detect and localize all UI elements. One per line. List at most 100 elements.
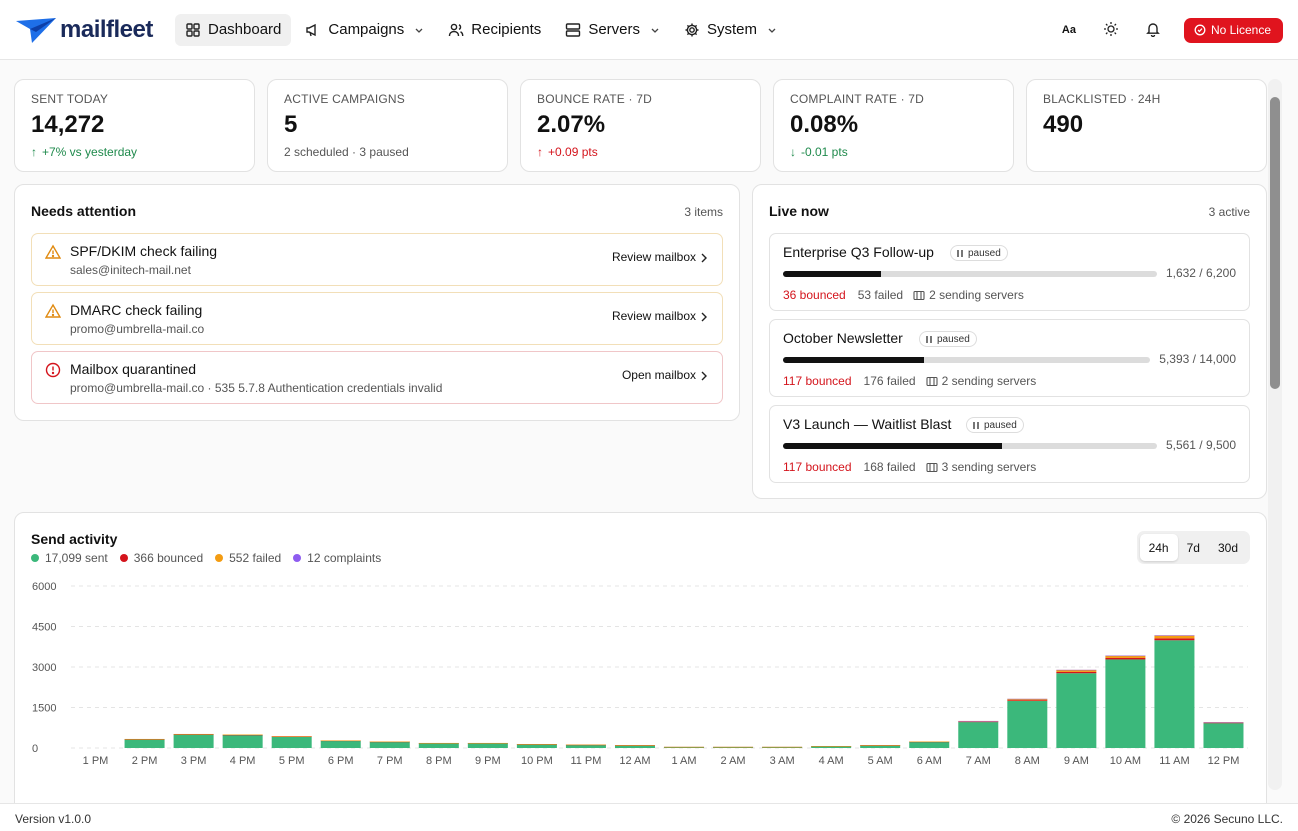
- send-activity-chart: 6000 4500 3000 1500 0 1 PM 2 PM 3 PM 4 PM 5 PM 6 P…: [32, 581, 1248, 767]
- review-mailbox-link[interactable]: Review mailbox: [611, 309, 696, 323]
- main-nav: Dashboard Campaigns Recipients Servers S…: [175, 13, 791, 46]
- bounced-count: 117 bounced: [783, 460, 852, 474]
- x-tick-label: 6 AM: [917, 755, 942, 767]
- warning-icon: [44, 303, 62, 322]
- bar-complaints: [1007, 698, 1048, 700]
- bar-sent: [467, 743, 508, 748]
- scrollbar-thumb[interactable]: [1270, 97, 1280, 389]
- bar-failed: [713, 746, 754, 748]
- bar-failed: [614, 745, 655, 746]
- y-tick-label: 4500: [32, 622, 56, 634]
- bar-failed: [1105, 655, 1146, 658]
- live-campaign[interactable]: V3 Launch — Waitlist Blast paused 5,561 …: [769, 405, 1250, 483]
- bounced-count: 117 bounced: [783, 374, 852, 388]
- arrow-up-icon: ↑: [537, 145, 543, 159]
- page-footer: Version v1.0.0 © 2026 Secuno LLC.: [0, 803, 1298, 831]
- failed-count: 176 failed: [863, 374, 916, 388]
- page-scrollbar[interactable]: [1268, 79, 1282, 790]
- stat-value: 490: [1043, 111, 1084, 138]
- range-30d[interactable]: 30d: [1217, 540, 1238, 555]
- nav-servers-label: Servers: [588, 21, 640, 38]
- stat-sub: ↑ +7% vs yesterday: [31, 145, 137, 159]
- x-tick-label: 5 AM: [868, 755, 893, 767]
- progress-bar: [783, 443, 1157, 449]
- font-size-toggle[interactable]: Aa: [1061, 24, 1076, 36]
- stat-sub: ↑ +0.09 pts: [537, 145, 598, 159]
- nav-servers[interactable]: Servers: [555, 14, 670, 46]
- live-campaign[interactable]: October Newsletter paused 5,393 / 14,000…: [769, 319, 1250, 397]
- bar-sent: [664, 746, 705, 748]
- y-tick-label: 3000: [32, 662, 56, 674]
- nav-system[interactable]: System: [674, 14, 787, 46]
- servers-count: 2 sending servers: [941, 374, 1037, 388]
- stat-sub-text: +0.09 pts: [548, 145, 598, 159]
- nav-recipients[interactable]: Recipients: [438, 14, 551, 46]
- brand-logo[interactable]: mailfleet: [14, 15, 166, 45]
- bar-bounced: [173, 734, 214, 735]
- attention-item: SPF/DKIM check failing sales@initech-mai…: [31, 233, 723, 286]
- nav-dashboard-label: Dashboard: [208, 21, 282, 38]
- x-tick-label: 7 PM: [377, 755, 403, 767]
- send-activity-panel: Send activity 17,099 sent 366 bounced 55…: [14, 512, 1267, 812]
- bar-sent: [614, 745, 655, 748]
- theme-toggle[interactable]: [1098, 17, 1124, 43]
- stat-card-blacklisted: BLACKLISTED · 24H 490: [1026, 79, 1267, 172]
- bounced-count: 36 bounced: [783, 288, 846, 302]
- bar-failed: [860, 745, 901, 746]
- bar-sent: [173, 734, 214, 748]
- servers-count: 3 sending servers: [941, 460, 1037, 474]
- legend-item-bounced: 366 bounced: [119, 551, 204, 565]
- x-tick-label: 12 PM: [1208, 755, 1240, 767]
- live-campaign[interactable]: Enterprise Q3 Follow-up paused 1,632 / 6…: [769, 233, 1250, 311]
- nav-dashboard[interactable]: Dashboard: [175, 13, 292, 46]
- bar-bounced: [1105, 657, 1146, 660]
- needs-attention-panel: Needs attention 3 items SPF/DKIM check f…: [14, 184, 740, 421]
- pause-icon: [925, 335, 933, 344]
- campaign-name: Enterprise Q3 Follow-up: [783, 244, 934, 260]
- warning-icon: [44, 244, 62, 263]
- attention-title: DMARC check failing: [70, 302, 203, 318]
- stat-sub-text: -0.01 pts: [801, 145, 848, 159]
- server-icon: [926, 376, 938, 387]
- bar-bounced: [1056, 671, 1097, 674]
- licence-label: No Licence: [1210, 23, 1271, 37]
- range-24h[interactable]: 24h: [1139, 534, 1178, 561]
- failed-count: 168 failed: [863, 460, 916, 474]
- progress-fill: [783, 357, 925, 363]
- progress-text: 5,561 / 9,500: [1165, 438, 1236, 452]
- x-tick-label: 4 AM: [819, 755, 844, 767]
- stat-sub-text: +7% vs yesterday: [42, 145, 138, 159]
- licence-button[interactable]: No Licence: [1183, 17, 1283, 43]
- legend-label: 366 bounced: [133, 551, 204, 565]
- legend-item-sent: 17,099 sent: [31, 551, 108, 565]
- bar-sent: [1154, 640, 1195, 748]
- attention-title: SPF/DKIM check failing: [70, 243, 218, 259]
- chevron-right-icon: [700, 369, 708, 384]
- x-tick-label: 8 AM: [1015, 755, 1040, 767]
- bar-failed: [1056, 669, 1097, 672]
- chevron-down-icon: [414, 25, 424, 35]
- x-tick-label: 9 AM: [1064, 755, 1089, 767]
- legend-item-failed: 552 failed: [215, 551, 281, 565]
- chevron-right-icon: [700, 310, 708, 325]
- notifications-button[interactable]: [1140, 17, 1166, 43]
- stat-card-bounce-rate: BOUNCE RATE · 7D 2.07% ↑ +0.09 pts: [520, 79, 761, 172]
- server-icon: [565, 22, 581, 38]
- progress-fill: [783, 271, 882, 277]
- campaign-meta: 36 bounced 53 failed 2 sending servers: [783, 288, 1024, 302]
- dashboard-icon: [185, 22, 201, 38]
- legend-dot: [119, 554, 128, 562]
- status-badge: paused: [966, 417, 1024, 433]
- open-mailbox-link[interactable]: Open mailbox: [621, 368, 696, 382]
- x-tick-label: 10 AM: [1110, 755, 1141, 767]
- header-tools: Aa No Licence: [1040, 17, 1283, 43]
- bar-sent: [1056, 673, 1097, 748]
- nav-campaigns[interactable]: Campaigns: [295, 14, 434, 46]
- x-tick-label: 3 AM: [770, 755, 795, 767]
- range-7d[interactable]: 7d: [1186, 540, 1200, 555]
- review-mailbox-link[interactable]: Review mailbox: [611, 250, 696, 264]
- server-icon: [926, 462, 938, 473]
- bar-complaints: [958, 720, 999, 722]
- users-icon: [448, 22, 464, 38]
- campaign-name: October Newsletter: [783, 330, 903, 346]
